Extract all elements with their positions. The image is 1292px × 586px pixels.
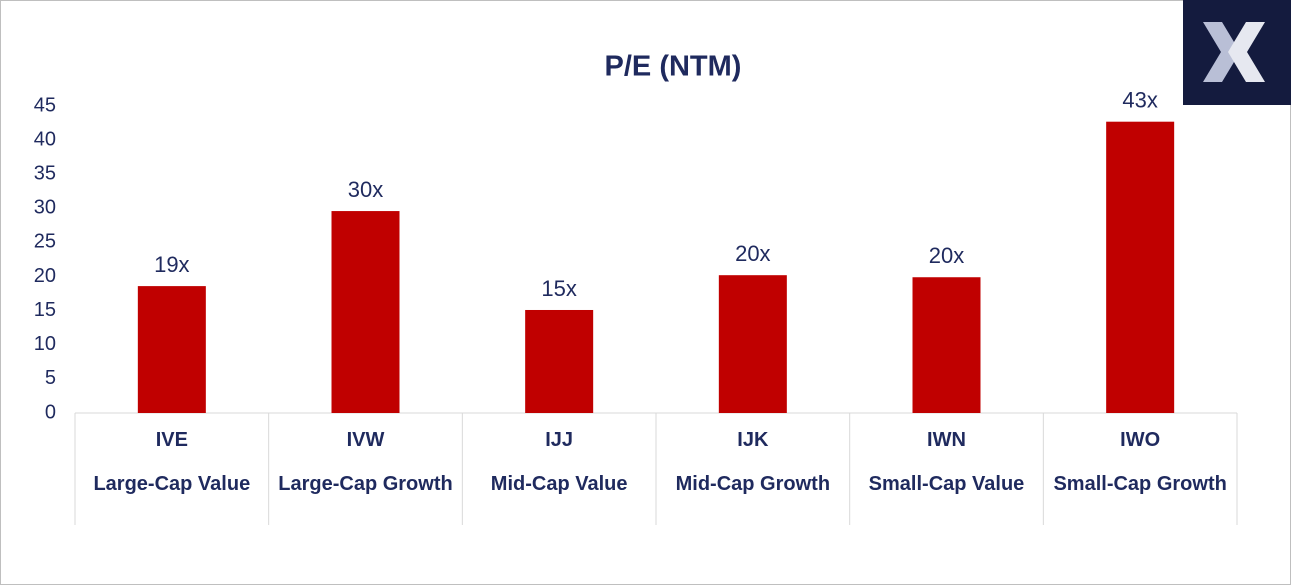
y-tick-label: 20 — [34, 265, 56, 287]
logo — [1183, 0, 1291, 105]
data-label: 20x — [929, 243, 964, 268]
y-tick-label: 15 — [34, 299, 56, 321]
bar — [718, 275, 787, 413]
y-tick-label: 35 — [34, 163, 56, 185]
category-label: IVW — [346, 429, 385, 451]
data-label: 20x — [735, 241, 770, 266]
y-tick-label: 0 — [45, 401, 56, 423]
category-description: Mid-Cap Value — [490, 473, 628, 495]
data-label: 30x — [348, 177, 383, 202]
category-description: Large-Cap Value — [93, 473, 251, 495]
category-description: Small-Cap Value — [868, 473, 1025, 495]
category-label: IVE — [155, 429, 188, 451]
y-tick-label: 5 — [45, 367, 56, 389]
bar — [137, 286, 206, 413]
bar — [525, 309, 594, 413]
bar — [1106, 121, 1175, 414]
data-label: 15x — [541, 276, 576, 301]
category-description: Mid-Cap Growth — [675, 473, 831, 495]
chart-title: P/E (NTM) — [605, 51, 742, 83]
bar — [331, 211, 400, 413]
y-tick-label: 25 — [34, 231, 56, 253]
y-tick-label: 45 — [34, 94, 56, 116]
y-tick-label: 30 — [34, 197, 56, 219]
category-label: IWO — [1120, 429, 1161, 451]
data-label: 43x — [1122, 88, 1157, 113]
category-description: Large-Cap Growth — [278, 473, 453, 495]
y-tick-label: 10 — [34, 333, 56, 355]
category-label: IWN — [927, 429, 966, 451]
category-label: IJK — [737, 429, 769, 451]
data-label: 19x — [154, 252, 189, 277]
y-tick-label: 40 — [34, 128, 56, 150]
category-description: Small-Cap Growth — [1053, 473, 1227, 495]
bar — [912, 277, 981, 413]
category-label: IJJ — [545, 429, 574, 451]
